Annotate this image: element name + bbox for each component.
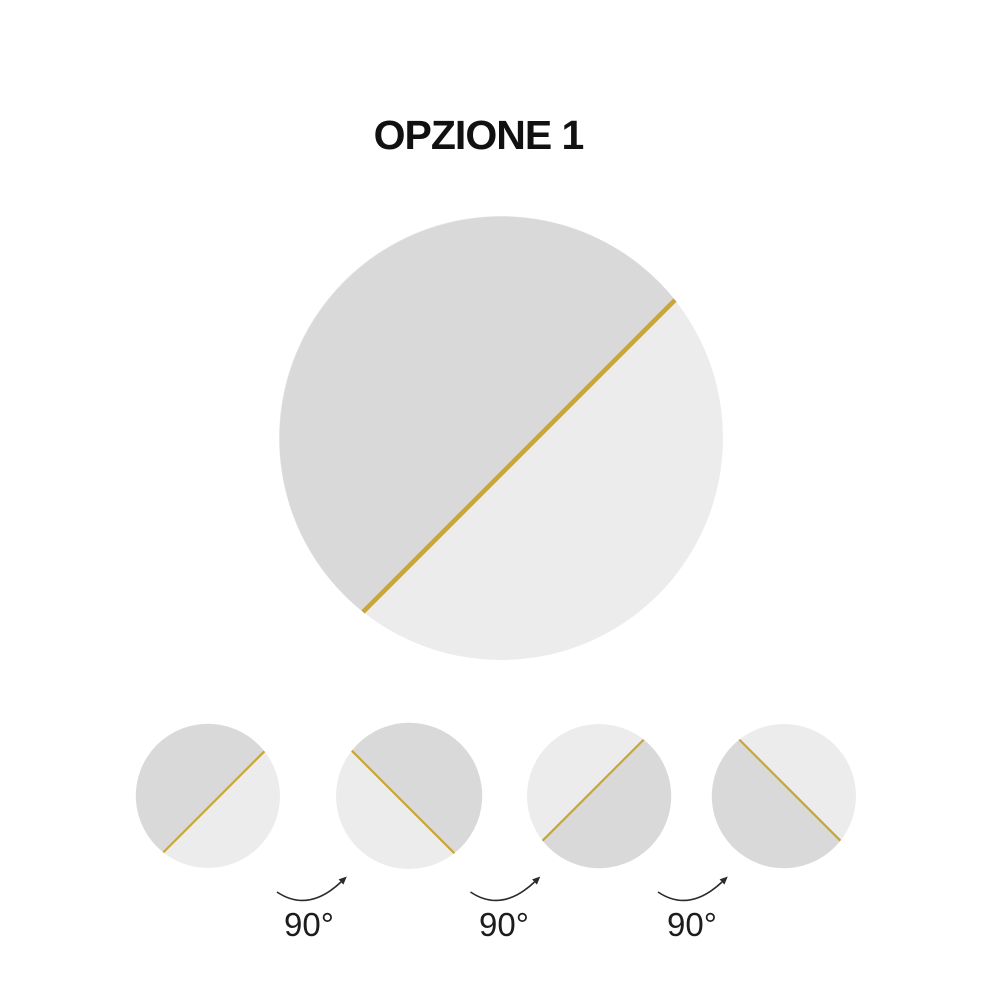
main-disc — [279, 216, 723, 660]
gold-divider-line — [361, 298, 677, 614]
gold-divider-line — [541, 738, 645, 842]
disc-dark-half — [542, 739, 672, 869]
rotation-arrow-arc — [276, 881, 342, 902]
arrowhead-icon — [719, 876, 728, 885]
disc-dark-half — [351, 722, 483, 854]
rotation-angle-label: 90° — [284, 906, 334, 943]
rotation-angle-label: 90° — [479, 906, 529, 943]
rotation-arrow-arc — [470, 881, 536, 902]
rotation-arrow-1 — [276, 876, 347, 902]
step-disc-3 — [527, 724, 672, 869]
gold-divider-line — [738, 738, 842, 842]
gold-divider-line — [351, 749, 456, 854]
rotation-angle-label: 90° — [667, 906, 717, 943]
gold-divider-line — [162, 750, 266, 854]
disc-dark-half — [279, 216, 675, 612]
rotation-arrow-2 — [470, 876, 541, 902]
arrowhead-icon — [338, 876, 347, 885]
step-disc-2 — [336, 722, 483, 869]
rotation-arrow-arc — [657, 881, 723, 902]
arrowhead-icon — [532, 876, 541, 885]
page-title: OPZIONE 1 — [373, 112, 585, 158]
step-disc-4 — [711, 724, 856, 869]
disc-dark-half — [135, 723, 265, 853]
rotation-arrow-3 — [657, 876, 728, 902]
step-disc-1 — [135, 723, 280, 868]
disc-dark-half — [711, 739, 841, 869]
